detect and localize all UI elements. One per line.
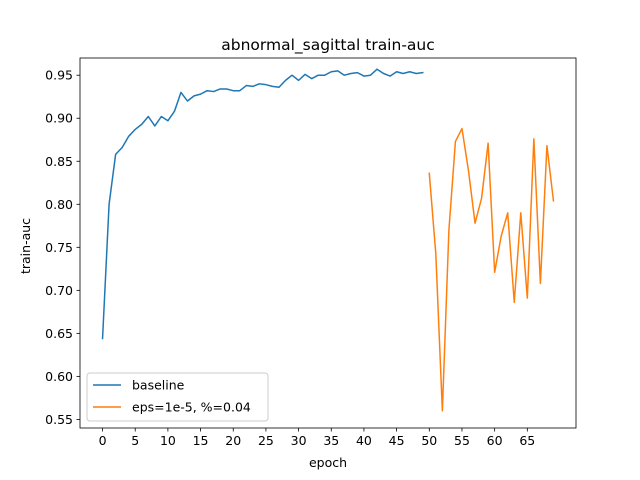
y-tick-label: 0.60 — [45, 369, 73, 384]
y-tick-label: 0.80 — [45, 197, 73, 212]
x-tick-label: 5 — [131, 433, 139, 448]
y-tick-label: 0.75 — [45, 240, 73, 255]
x-tick-label: 25 — [258, 433, 274, 448]
axes-border — [79, 57, 577, 429]
x-tick-label: 10 — [160, 433, 176, 448]
x-tick-label: 0 — [99, 433, 107, 448]
x-tick-label: 55 — [454, 433, 470, 448]
y-tick-label: 0.70 — [45, 283, 73, 298]
series-line-0 — [101, 68, 424, 340]
series-line-1 — [428, 127, 555, 412]
legend-box — [86, 372, 269, 422]
legend-label-eps: eps=1e-5, %=0.04 — [132, 400, 251, 415]
axes-frame — [79, 57, 577, 429]
x-tick-label: 60 — [487, 433, 503, 448]
x-axis-label: epoch — [309, 455, 347, 470]
x-tick-label: 45 — [389, 433, 405, 448]
chart-title: abnormal_sagittal train-auc — [221, 36, 435, 55]
x-tick-label: 15 — [193, 433, 209, 448]
legend: baseline eps=1e-5, %=0.04 — [86, 372, 269, 422]
y-axis-ticks: 0.55 0.60 0.65 0.70 0.75 0.80 0.85 0.90 0.95 — [45, 68, 80, 427]
x-tick-label: 35 — [323, 433, 339, 448]
x-tick-label: 50 — [421, 433, 437, 448]
x-tick-label: 65 — [519, 433, 535, 448]
y-tick-label: 0.90 — [45, 111, 73, 126]
plot-lines — [101, 68, 555, 412]
x-axis-ticks: 0 5 10 15 20 25 30 35 40 45 50 55 60 65 — [99, 428, 535, 448]
x-tick-label: 40 — [356, 433, 372, 448]
x-tick-label: 20 — [225, 433, 241, 448]
y-axis-label: train-auc — [18, 218, 33, 274]
y-tick-label: 0.85 — [45, 154, 73, 169]
y-tick-label: 0.95 — [45, 68, 73, 83]
legend-label-baseline: baseline — [132, 378, 185, 393]
y-tick-label: 0.55 — [45, 412, 73, 427]
x-tick-label: 30 — [291, 433, 307, 448]
y-tick-label: 0.65 — [45, 326, 73, 341]
